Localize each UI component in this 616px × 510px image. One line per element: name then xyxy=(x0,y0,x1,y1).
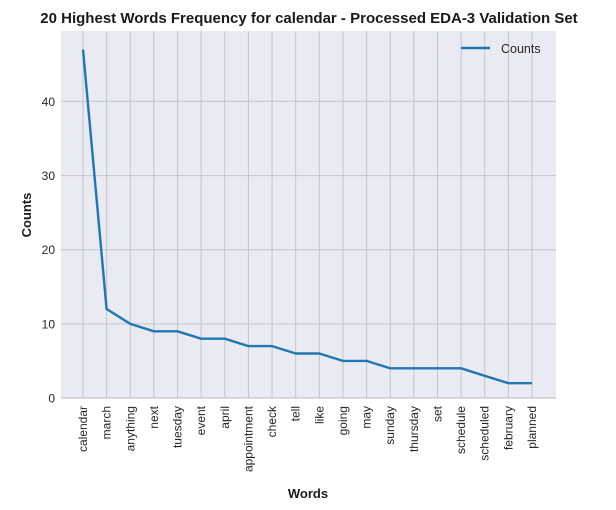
x-tick-label: april xyxy=(218,406,232,429)
x-tick-label: scheduled xyxy=(478,406,492,461)
series-line-counts xyxy=(81,49,532,385)
x-tick-label: planned xyxy=(525,406,539,449)
x-tick-label: sunday xyxy=(383,406,397,445)
legend-label: Counts xyxy=(501,42,541,56)
x-tick-label: event xyxy=(194,405,208,435)
x-tick-label: calendar xyxy=(76,406,90,452)
x-tick-label: check xyxy=(265,405,279,437)
x-tick-label: february xyxy=(501,406,515,450)
plot-area xyxy=(61,31,556,398)
chart-title: 20 Highest Words Frequency for calendar … xyxy=(40,10,577,27)
x-tick-label: going xyxy=(336,406,350,435)
y-tick-label: 30 xyxy=(42,169,56,183)
x-tick-label: tell xyxy=(289,406,303,421)
y-tick-label: 20 xyxy=(42,243,56,257)
x-tick-label: anything xyxy=(123,406,137,451)
legend: Counts xyxy=(461,42,541,56)
series-group xyxy=(81,49,532,385)
x-tick-label: next xyxy=(147,405,161,428)
y-tick-label: 40 xyxy=(42,95,56,109)
x-tick-label: tuesday xyxy=(171,406,185,448)
y-tick-label: 0 xyxy=(48,392,55,406)
x-tick-label: set xyxy=(430,405,444,422)
x-tick-label: appointment xyxy=(241,405,255,472)
grid-lines xyxy=(61,31,556,399)
x-tick-label: march xyxy=(100,406,114,439)
x-tick-label: may xyxy=(360,406,374,429)
x-tick-label: thursday xyxy=(407,406,421,452)
y-tick-labels: 0 10 20 30 40 xyxy=(42,95,56,406)
x-tick-label: like xyxy=(312,406,326,424)
x-axis-label: Words xyxy=(288,486,328,501)
x-tick-label: schedule xyxy=(454,406,468,454)
y-tick-label: 10 xyxy=(42,317,56,331)
y-axis-label: Counts xyxy=(19,193,34,238)
x-tick-labels: calendar march anything next tuesday event apr… xyxy=(76,405,539,472)
